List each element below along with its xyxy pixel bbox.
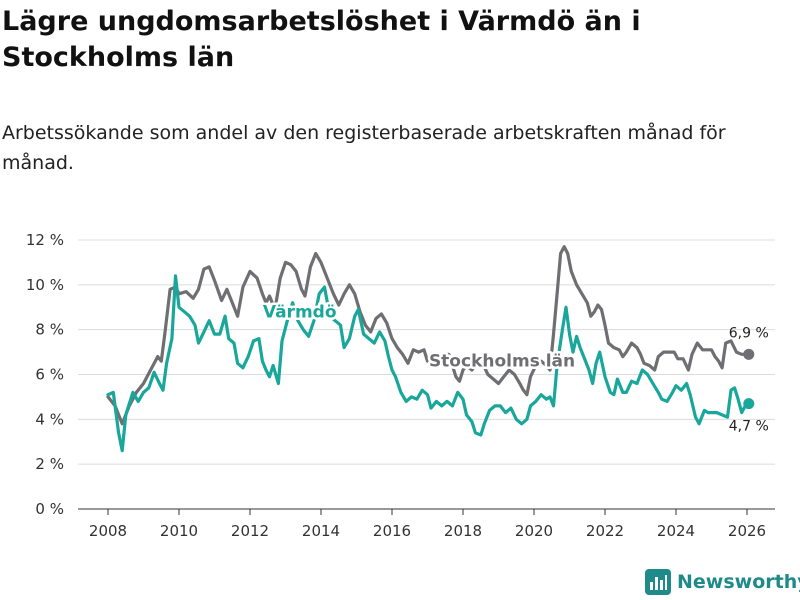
brand-name: Newsworthy [677,571,800,593]
x-tick-label: 2012 [231,522,269,540]
axes: 0 % 2 % 4 % 6 % 8 % 10 % 12 % 2008 2010 2012 2014 2… [26,231,775,540]
y-tick-label: 10 % [26,276,64,294]
y-tick-label: 12 % [26,231,64,249]
series-labels: 6,9 % 4,7 % Värmdö Stockholms län [260,300,769,435]
chart-title: Lägre ungdomsarbetslöshet i Värmdö än i … [2,6,641,73]
series-end-dot [743,348,755,360]
x-tick-label: 2010 [160,522,198,540]
x-tick-label: 2022 [586,522,624,540]
y-tick-label: 0 % [35,500,64,518]
series-line-varmdo [106,274,751,453]
end-value-label-stockholms-lan: 6,9 % [729,325,769,341]
chart-subtitle: Arbetssökande som andel av den registerb… [2,122,726,174]
series-end-dot [743,398,755,410]
x-tick-label: 2024 [657,522,695,540]
bar-chart-logo-icon [645,569,671,595]
x-tick-label: 2026 [728,522,766,540]
x-tick-label: 2008 [89,522,127,540]
y-tick-label: 6 % [35,366,64,384]
x-tick-label: 2016 [373,522,411,540]
y-tick-label: 8 % [35,321,64,339]
series-line-stockholms-lan [106,245,751,426]
grid-lines [78,239,775,465]
newsworthy-logo[interactable]: Newsworthy [645,568,800,596]
x-tick-label: 2014 [302,522,340,540]
x-tick-label: 2018 [444,522,482,540]
y-tick-label: 4 % [35,410,64,428]
x-tick-label: 2020 [515,522,553,540]
end-value-label-varmdo: 4,7 % [729,419,769,435]
y-tick-label: 2 % [35,455,64,473]
series-label-stockholms-lan: Stockholms län [429,352,575,372]
series-lines [106,245,755,453]
series-label-varmdo: Värmdö [263,302,337,322]
